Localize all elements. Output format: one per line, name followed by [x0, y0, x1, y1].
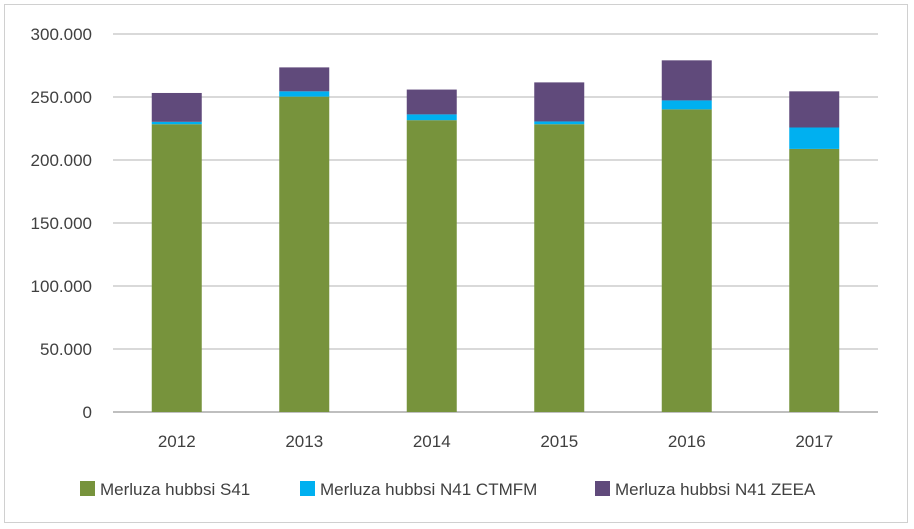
bar-segment [279, 91, 330, 97]
chart-frame [4, 4, 908, 523]
y-tick-label: 250.000 [31, 88, 92, 107]
x-tick-label: 2015 [540, 432, 578, 451]
bar-segment [661, 109, 712, 413]
bar-segment [789, 148, 840, 413]
bar-segment [534, 121, 585, 125]
x-tick-label: 2016 [668, 432, 706, 451]
legend-swatch [595, 481, 610, 496]
legend-swatch [300, 481, 315, 496]
bar-segment [151, 92, 202, 122]
bar-segment [279, 96, 330, 412]
bar-segment [789, 91, 840, 128]
legend-label: Merluza hubbsi N41 ZEEA [615, 480, 816, 499]
bar-segment [661, 100, 712, 110]
bar-segment [789, 127, 840, 149]
x-tick-label: 2017 [795, 432, 833, 451]
x-tick-label: 2012 [158, 432, 196, 451]
x-tick-label: 2013 [285, 432, 323, 451]
legend-label: Merluza hubbsi S41 [100, 480, 250, 499]
bar-segment [406, 89, 457, 115]
bar-segment [534, 124, 585, 412]
bar-segment [151, 121, 202, 125]
y-tick-label: 50.000 [40, 340, 92, 359]
y-tick-label: 300.000 [31, 25, 92, 44]
y-tick-label: 150.000 [31, 214, 92, 233]
y-tick-label: 100.000 [31, 277, 92, 296]
bar-segment [661, 60, 712, 101]
bar-segment [534, 82, 585, 122]
bar-segment [406, 114, 457, 121]
y-tick-label: 200.000 [31, 151, 92, 170]
bar-segment [279, 67, 330, 92]
legend-label: Merluza hubbsi N41 CTMFM [320, 480, 537, 499]
y-tick-label: 0 [83, 403, 92, 422]
bar-segment [151, 124, 202, 412]
legend-swatch [80, 481, 95, 496]
x-tick-label: 2014 [413, 432, 451, 451]
bar-segment [406, 120, 457, 413]
